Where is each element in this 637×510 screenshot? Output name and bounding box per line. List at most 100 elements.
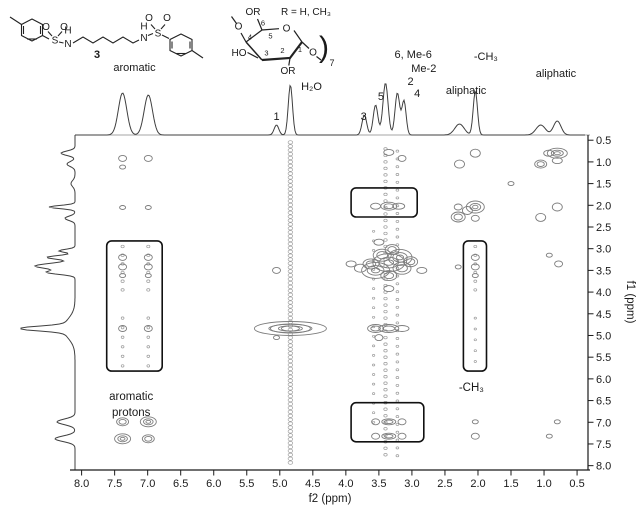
plot-annotations: aromatic protons -CH₃ bbox=[109, 382, 484, 419]
contour-peak bbox=[397, 432, 407, 440]
contour-peak bbox=[470, 253, 480, 261]
t1-noise-streaks bbox=[120, 140, 478, 465]
streak-dot bbox=[287, 210, 294, 215]
streak-dot bbox=[383, 349, 388, 353]
x-tick-label: 6.0 bbox=[206, 478, 221, 490]
streak-dot bbox=[287, 167, 294, 172]
streak-dot bbox=[287, 273, 294, 278]
contour-peak bbox=[119, 164, 127, 170]
contour-peak bbox=[387, 246, 397, 254]
streak-dot bbox=[395, 446, 400, 450]
streak-dot bbox=[287, 249, 294, 254]
streak-dot bbox=[287, 413, 294, 418]
contour-peak bbox=[371, 418, 381, 426]
streak-dot bbox=[287, 195, 294, 200]
x-tick-label: 2.5 bbox=[437, 478, 452, 490]
contour-peak bbox=[119, 205, 127, 210]
atom-label: 6 bbox=[261, 19, 265, 28]
streak-dot bbox=[383, 414, 388, 418]
peak-label: 5 bbox=[378, 91, 384, 103]
streak-dot bbox=[287, 292, 294, 297]
contour-peak bbox=[381, 432, 397, 440]
streak-dot bbox=[372, 392, 376, 395]
y-tick-label: 7.5 bbox=[596, 439, 611, 451]
benzene-ring bbox=[169, 33, 193, 57]
contour-peak bbox=[394, 325, 410, 332]
streak-dot bbox=[383, 368, 388, 372]
streak-dot bbox=[372, 249, 376, 252]
streak-dot bbox=[383, 427, 388, 431]
contour-peak bbox=[546, 147, 568, 159]
streak-dot bbox=[383, 166, 388, 171]
contour-peak bbox=[345, 260, 357, 268]
streak-dot bbox=[473, 327, 477, 331]
atom-label: OR bbox=[281, 66, 296, 77]
streak-dot bbox=[287, 398, 294, 403]
contour-peak bbox=[119, 436, 126, 441]
1d-projections bbox=[20, 83, 590, 470]
streak-dot bbox=[120, 335, 125, 339]
contour-peak bbox=[461, 206, 473, 215]
contour-peak bbox=[277, 325, 303, 332]
peak-label: 1 bbox=[273, 111, 279, 123]
streak-dot bbox=[395, 212, 400, 215]
pyranose-ring bbox=[245, 28, 303, 43]
top-1d-trace bbox=[75, 83, 585, 136]
y-tick-label: 2.0 bbox=[596, 200, 611, 212]
streak-dot bbox=[287, 148, 294, 153]
streak-dot bbox=[287, 386, 294, 391]
methyl-bond bbox=[191, 50, 204, 59]
contour-peak bbox=[536, 161, 545, 167]
contour-peak bbox=[118, 418, 127, 425]
streak-dot bbox=[372, 354, 376, 357]
streak-dot bbox=[287, 155, 294, 161]
atom-label: R = H, CH₃ bbox=[281, 7, 331, 18]
contour-peak bbox=[372, 248, 392, 262]
streak-dot bbox=[287, 405, 294, 410]
streak-dot bbox=[395, 368, 400, 372]
streak-dot bbox=[372, 296, 376, 300]
contour-peak bbox=[450, 211, 466, 223]
contour-peak bbox=[378, 324, 400, 333]
streak-dot bbox=[120, 253, 125, 257]
streak-dot bbox=[372, 306, 376, 310]
streak-dot bbox=[383, 218, 388, 223]
streak-dot bbox=[372, 382, 376, 386]
contour-peak bbox=[397, 154, 407, 162]
contour-peak bbox=[143, 325, 153, 332]
streak-dot bbox=[287, 280, 294, 286]
contour-peak bbox=[143, 253, 153, 261]
streak-dot bbox=[287, 241, 294, 246]
streak-dot bbox=[287, 230, 294, 235]
contour-peak bbox=[280, 325, 300, 332]
contour-peak bbox=[507, 181, 515, 187]
methyl-bond bbox=[9, 16, 22, 25]
contour-peak bbox=[143, 418, 154, 426]
streak-dot bbox=[395, 352, 400, 356]
streak-dot bbox=[372, 411, 376, 415]
contour-peak bbox=[472, 204, 479, 210]
streak-dot bbox=[395, 282, 400, 286]
contour-peak bbox=[384, 433, 394, 439]
chemical-structure-guest bbox=[9, 16, 204, 59]
atom-label: O bbox=[283, 24, 291, 35]
streak-dot bbox=[287, 441, 294, 446]
contour-peak bbox=[381, 418, 397, 426]
contour-peak bbox=[253, 321, 327, 336]
streak-dot bbox=[395, 415, 400, 419]
highlight-box-aromatic-sugar-crosspeaks bbox=[105, 240, 163, 372]
streak-dot bbox=[383, 225, 388, 229]
atom-label: 4 bbox=[248, 33, 252, 42]
contour-peak bbox=[383, 272, 395, 280]
streak-dot bbox=[146, 364, 151, 368]
peak-label: 6, Me-6 bbox=[395, 49, 432, 61]
contour-peak bbox=[392, 261, 412, 275]
streak-dot bbox=[372, 287, 376, 290]
streak-dot bbox=[287, 448, 294, 453]
streak-dot bbox=[395, 399, 400, 403]
y-tick-label: 7.0 bbox=[596, 417, 611, 429]
contour-peak bbox=[373, 238, 385, 246]
atom-label: H bbox=[140, 22, 147, 33]
streak-dot bbox=[383, 453, 388, 457]
bond bbox=[161, 34, 170, 39]
